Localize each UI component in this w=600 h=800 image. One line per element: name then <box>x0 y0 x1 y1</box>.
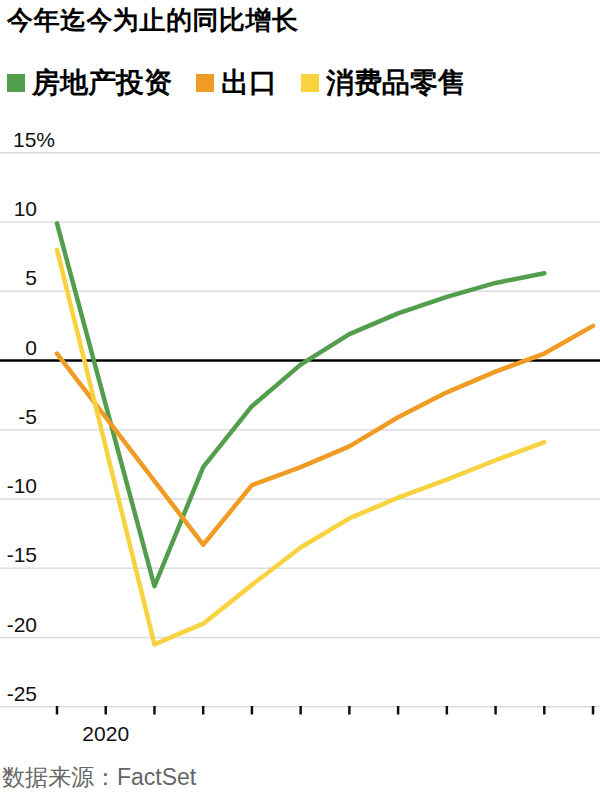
ytd-growth-line-chart: 15% 10 5 0 -5 -10 -15 -20 -25 2020 <box>0 0 600 800</box>
y-axis-tick-label: -10 <box>7 474 37 497</box>
legend-item-consumer-goods-retail: 消费品零售 <box>301 64 466 102</box>
legend-label-exports: 出口 <box>221 64 277 102</box>
series-line-real-estate-investment <box>57 223 544 586</box>
x-axis-year-label: 2020 <box>82 722 129 745</box>
data-source-attribution: 数据来源：FactSet <box>2 762 196 793</box>
y-axis-tick-label: -25 <box>7 682 37 705</box>
series-line-exports <box>57 326 593 545</box>
chart-page: 15% 10 5 0 -5 -10 -15 -20 -25 2020 今年迄今为止的同比增长 房地… <box>0 0 600 800</box>
legend-swatch-exports-icon <box>196 74 214 92</box>
legend-item-real-estate-investment: 房地产投资 <box>7 64 172 102</box>
y-axis-tick-label: -20 <box>7 613 37 636</box>
y-axis-tick-label: -15 <box>7 543 37 566</box>
y-axis-tick-label: 10 <box>14 197 37 220</box>
y-axis-tick-label: 15% <box>13 128 55 151</box>
y-axis-tick-label: 0 <box>25 336 37 359</box>
y-axis-tick-label: 5 <box>25 266 37 289</box>
legend-swatch-real-estate-investment-icon <box>7 74 25 92</box>
chart-title: 今年迄今为止的同比增长 <box>7 3 299 38</box>
y-axis-tick-label: -5 <box>18 405 37 428</box>
legend-swatch-consumer-goods-retail-icon <box>301 74 319 92</box>
legend-label-real-estate-investment: 房地产投资 <box>32 64 172 102</box>
legend-label-consumer-goods-retail: 消费品零售 <box>326 64 466 102</box>
chart-legend: 房地产投资 出口 消费品零售 <box>7 64 466 102</box>
legend-item-exports: 出口 <box>196 64 277 102</box>
